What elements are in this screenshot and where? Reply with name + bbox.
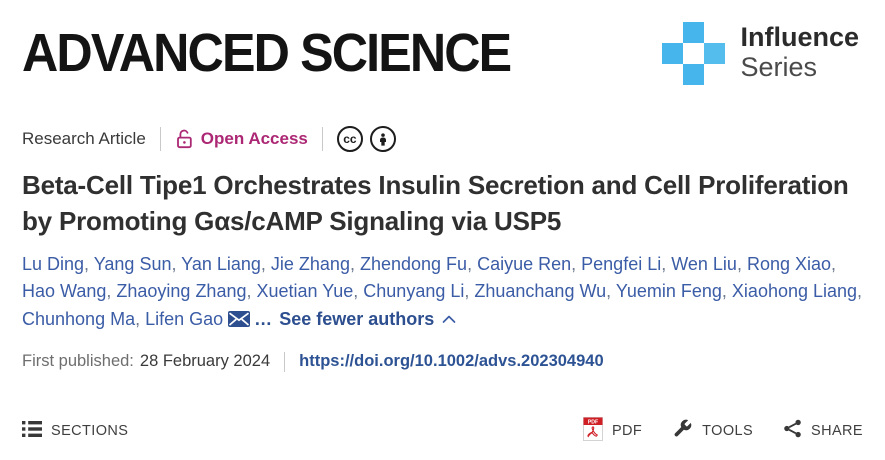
share-icon bbox=[783, 418, 802, 444]
author-link[interactable]: Chunyang Li bbox=[363, 280, 465, 301]
open-access-label: Open Access bbox=[200, 129, 308, 148]
authors-ellipsis: … bbox=[254, 308, 273, 329]
by-attribution-icon[interactable] bbox=[369, 126, 396, 152]
author-separator: , bbox=[260, 253, 271, 274]
author-separator: , bbox=[721, 280, 732, 301]
author-link[interactable]: Zhendong Fu bbox=[359, 253, 468, 274]
pdf-label: PDF bbox=[611, 423, 643, 439]
author-link[interactable]: Zhuanchang Wu bbox=[474, 280, 607, 301]
author-separator: , bbox=[246, 280, 257, 301]
author-link[interactable]: Xuetian Yue bbox=[256, 280, 354, 301]
pdf-button[interactable]: PDF PDF bbox=[582, 416, 643, 446]
author-separator: , bbox=[349, 253, 360, 274]
email-corresponding-author-icon[interactable] bbox=[228, 310, 251, 331]
author-link[interactable]: Xiaohong Liang bbox=[731, 280, 858, 301]
published-date: 28 February 2024 bbox=[139, 352, 271, 371]
cross-square-left bbox=[662, 42, 684, 64]
published-row: First published: 28 February 2024 https:… bbox=[22, 351, 863, 372]
tools-button[interactable]: TOOLS bbox=[672, 418, 753, 444]
sections-list-icon bbox=[22, 420, 42, 443]
influence-subtitle: Series bbox=[740, 52, 817, 83]
journal-logo[interactable]: ADVANCED SCIENCE bbox=[22, 23, 512, 83]
author-separator: , bbox=[831, 253, 837, 274]
svg-text:PDF: PDF bbox=[588, 419, 598, 425]
author-link[interactable]: Chunhong Ma bbox=[22, 308, 136, 329]
influence-series-logo: Influence Series bbox=[662, 21, 859, 85]
author-link[interactable]: Caiyue Ren bbox=[477, 253, 572, 274]
author-link[interactable]: Jie Zhang bbox=[270, 253, 350, 274]
authors-paragraph: Lu Ding, Yang Sun, Yan Liang, Jie Zhang,… bbox=[22, 251, 863, 335]
author-separator: , bbox=[571, 253, 582, 274]
author-separator: , bbox=[135, 308, 146, 329]
share-label: SHARE bbox=[811, 423, 863, 439]
cc-glyph: cc bbox=[343, 131, 357, 146]
sections-button[interactable]: SECTIONS bbox=[22, 420, 128, 443]
open-lock-icon bbox=[175, 128, 194, 150]
tools-label: TOOLS bbox=[702, 423, 754, 439]
cross-square-right bbox=[704, 42, 726, 64]
divider bbox=[321, 127, 323, 151]
author-separator: , bbox=[661, 253, 672, 274]
author-link[interactable]: Yang Sun bbox=[93, 253, 172, 274]
right-actions: PDF PDF TOOLS bbox=[582, 416, 863, 446]
author-separator: , bbox=[171, 253, 182, 274]
author-link[interactable]: Yuemin Feng bbox=[615, 280, 722, 301]
author-link[interactable]: Zhaoying Zhang bbox=[116, 280, 247, 301]
author-separator: , bbox=[106, 280, 117, 301]
article-title: Beta-Cell Tipe1 Orchestrates Insulin Sec… bbox=[22, 170, 849, 236]
author-link[interactable]: Hao Wang bbox=[22, 280, 107, 301]
influence-title: Influence bbox=[740, 21, 859, 52]
divider bbox=[284, 351, 286, 372]
author-separator: , bbox=[353, 280, 364, 301]
first-published-label: First published: bbox=[22, 352, 134, 371]
pdf-file-icon: PDF bbox=[582, 416, 603, 446]
author-link[interactable]: Rong Xiao bbox=[746, 253, 832, 274]
author-link[interactable]: Pengfei Li bbox=[581, 253, 662, 274]
cross-square-bottom bbox=[683, 63, 705, 85]
author-separator: , bbox=[467, 253, 478, 274]
masthead: ADVANCED SCIENCE Influence Series bbox=[22, 20, 863, 86]
article-meta-row: Research Article Open Access cc bbox=[22, 124, 863, 154]
cc-license-icon[interactable]: cc bbox=[336, 126, 363, 152]
chevron-up-icon[interactable] bbox=[442, 308, 456, 328]
author-link[interactable]: Lifen Gao bbox=[145, 308, 224, 329]
cross-square-top bbox=[683, 21, 705, 43]
author-separator: , bbox=[606, 280, 616, 301]
author-separator: , bbox=[857, 280, 863, 301]
author-link[interactable]: Lu Ding bbox=[22, 253, 85, 274]
action-bar: SECTIONS PDF PDF bbox=[22, 416, 863, 446]
license-icons: cc bbox=[336, 126, 396, 152]
influence-series-text: Influence Series bbox=[740, 21, 859, 84]
influence-cross-icon bbox=[662, 21, 726, 85]
sections-label: SECTIONS bbox=[51, 423, 129, 439]
author-separator: , bbox=[464, 280, 475, 301]
divider bbox=[159, 127, 161, 151]
see-fewer-authors-link[interactable]: See fewer authors bbox=[279, 308, 435, 329]
wrench-icon bbox=[672, 418, 693, 444]
author-link[interactable]: Yan Liang bbox=[181, 253, 261, 274]
author-list: Lu Ding, Yang Sun, Yan Liang, Jie Zhang,… bbox=[22, 254, 862, 329]
article-type-label: Research Article bbox=[22, 129, 146, 148]
share-button[interactable]: SHARE bbox=[783, 418, 863, 444]
author-link[interactable]: Wen Liu bbox=[671, 253, 737, 274]
doi-link[interactable]: https://doi.org/10.1002/advs.202304940 bbox=[299, 352, 604, 371]
author-separator: , bbox=[736, 253, 747, 274]
author-separator: , bbox=[84, 253, 94, 274]
